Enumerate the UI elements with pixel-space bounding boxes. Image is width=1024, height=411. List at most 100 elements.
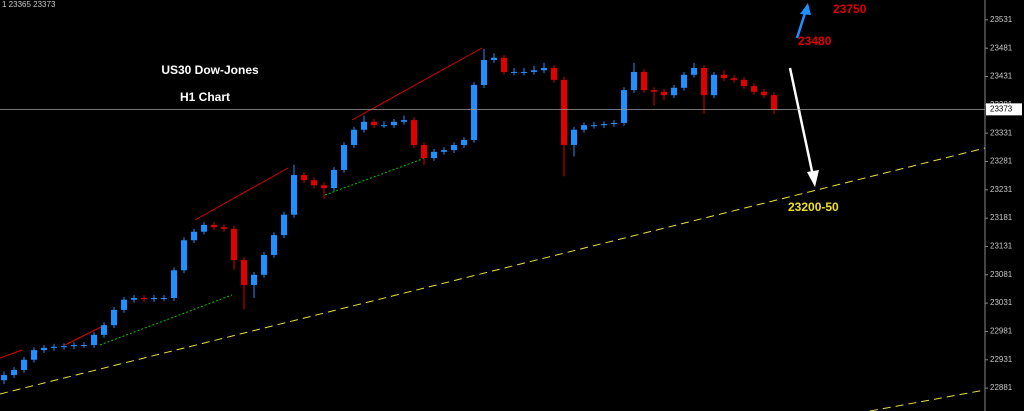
candle-body [691, 67, 697, 75]
arrows [788, 3, 819, 187]
candle-body [151, 298, 157, 300]
trend-lines [0, 47, 986, 411]
candle-body [591, 125, 597, 127]
candle-body [301, 175, 307, 181]
candle-body [1, 375, 7, 381]
resistance-line [351, 47, 483, 121]
candle-body [631, 71, 637, 91]
target-label: 23750 [833, 2, 867, 16]
candle-body [311, 180, 317, 186]
candle-body [401, 120, 407, 122]
candle-body [721, 74, 727, 79]
y-tick-label: 22931 [990, 355, 1013, 364]
candles [1, 48, 777, 385]
last-price-label: 23373 [990, 104, 1013, 113]
candle-body [681, 74, 687, 88]
candle-body [131, 298, 137, 300]
candle-body [671, 87, 677, 96]
candle-body [451, 145, 457, 151]
down-arrow [788, 67, 815, 177]
candle-body [471, 84, 477, 140]
candle-body [581, 125, 587, 130]
candle-body [181, 240, 187, 271]
candle-body [331, 169, 337, 189]
candle-body [601, 124, 607, 126]
down-arrowhead [807, 170, 819, 187]
y-tick-label: 22881 [990, 383, 1013, 392]
candle-body [651, 90, 657, 92]
candle-body [511, 71, 517, 73]
y-tick-label: 22981 [990, 327, 1013, 336]
resistance-line [0, 349, 23, 359]
candle-body [731, 78, 737, 80]
up-arrow [795, 9, 808, 39]
target-label: 23480 [798, 34, 832, 48]
candle-body [241, 260, 247, 285]
candle-body [421, 145, 427, 159]
y-tick-label: 23231 [990, 185, 1013, 194]
candle-body [521, 71, 527, 73]
candle-body [141, 298, 147, 300]
candle-body [531, 70, 537, 72]
candle-body [91, 334, 97, 346]
chart-subtitle: H1 Chart [180, 90, 230, 104]
channel-line [99, 294, 233, 346]
support-line [0, 147, 986, 395]
candle-body [191, 231, 197, 241]
y-tick-label: 23081 [990, 270, 1013, 279]
candle-body [351, 129, 357, 146]
candle-body [441, 150, 447, 152]
candle-body [121, 299, 127, 310]
candle-body [11, 369, 17, 376]
candle-body [41, 347, 47, 351]
channel-line [324, 157, 426, 196]
y-tick-label: 23431 [990, 72, 1013, 81]
candle-body [371, 121, 377, 126]
candle-body [71, 345, 77, 347]
y-tick-label: 23531 [990, 15, 1013, 24]
candle-body [31, 350, 37, 360]
candle-body [621, 90, 627, 123]
candle-body [571, 129, 577, 146]
y-tick-label: 23031 [990, 298, 1013, 307]
candle-body [251, 274, 257, 285]
y-tick-label: 23481 [990, 43, 1013, 52]
candle-body [481, 60, 487, 85]
candle-body [361, 121, 367, 130]
candle-body [171, 270, 177, 299]
candle-body [661, 91, 667, 96]
y-tick-label: 23281 [990, 157, 1013, 166]
candle-body [391, 121, 397, 126]
candle-body [231, 228, 237, 261]
candle-body [751, 86, 757, 92]
candle-body [51, 346, 57, 348]
y-tick-label: 23131 [990, 242, 1013, 251]
candle-body [491, 57, 497, 61]
candle-body [411, 120, 417, 146]
up-arrowhead [800, 3, 811, 15]
candle-body [461, 139, 467, 146]
candle-body [431, 151, 437, 159]
header-info: 1 23365 23373 [2, 0, 56, 9]
candle-body [221, 227, 227, 229]
candle-body [101, 325, 107, 335]
resistance-line [64, 324, 106, 346]
candle-body [161, 298, 167, 300]
candle-body [271, 235, 277, 255]
candle-body [381, 125, 387, 127]
candle-body [21, 359, 27, 370]
candle-body [611, 122, 617, 125]
candle-body [501, 57, 507, 72]
candle-body [61, 346, 67, 348]
chart-title: US30 Dow-Jones [161, 63, 259, 77]
candle-body [701, 67, 707, 96]
candle-body [551, 67, 557, 80]
candle-body [81, 345, 87, 347]
candle-body [341, 145, 347, 170]
resistance-line [194, 167, 289, 221]
candle-body [261, 254, 267, 275]
support-line [869, 389, 986, 411]
